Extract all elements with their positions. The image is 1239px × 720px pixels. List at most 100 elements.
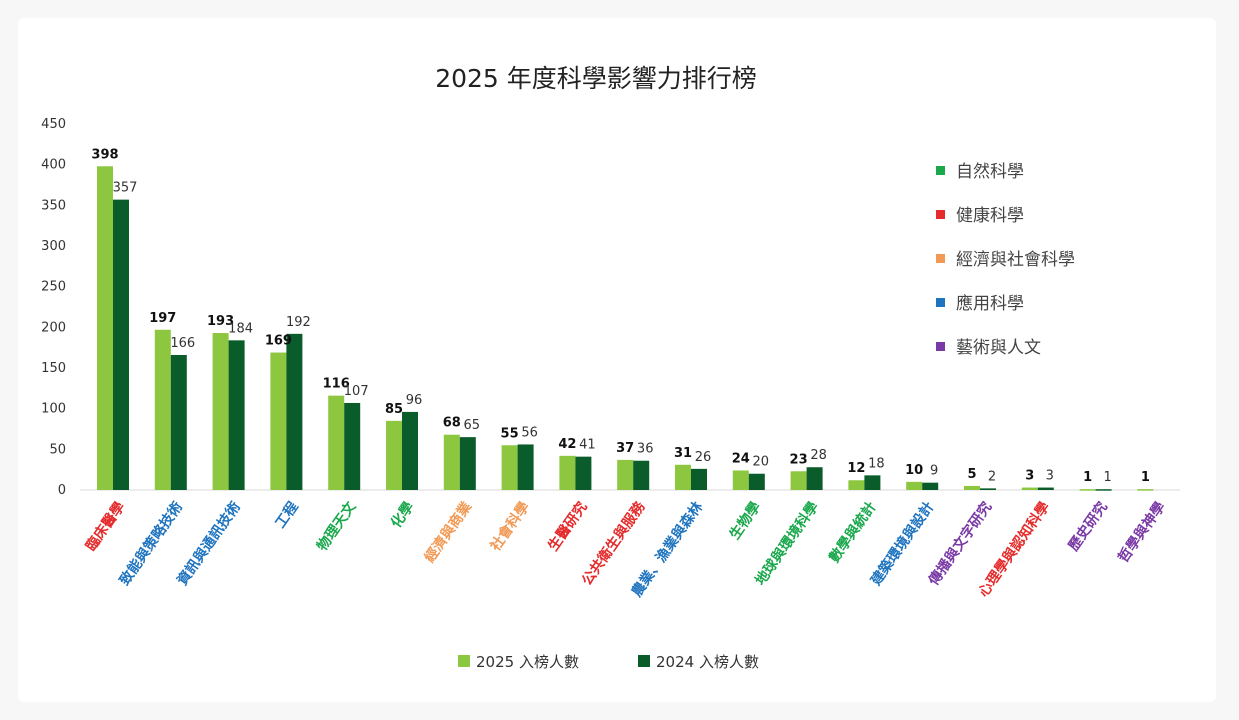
bar-2024-12: [806, 467, 823, 490]
category-label-11: 生物學: [726, 499, 764, 543]
data-label-2025-7: 55: [501, 426, 519, 441]
data-label-2025-14: 10: [905, 463, 923, 478]
y-tick-label-9: 450: [41, 117, 66, 132]
data-label-2025-12: 23: [790, 452, 808, 467]
bar-series: [97, 166, 1154, 491]
series-legend-label-1: 2024 入榜人數: [656, 653, 759, 671]
bar-2025-3: [270, 352, 287, 490]
category-label-8: 生醫研究: [545, 499, 591, 555]
bar-2025-12: [790, 471, 807, 490]
data-label-2024-7: 56: [521, 425, 538, 440]
data-label-2025-10: 31: [674, 446, 692, 461]
y-tick-label-1: 50: [49, 442, 66, 457]
field-legend-swatch-0: [936, 166, 945, 175]
bar-2024-1: [170, 354, 187, 490]
y-tick-label-0: 0: [58, 483, 66, 498]
y-tick-label-8: 400: [41, 158, 66, 173]
bar-2025-10: [675, 464, 691, 490]
bar-2024-13: [864, 475, 881, 490]
bar-2024-2: [228, 340, 245, 490]
bar-2024-3: [286, 333, 303, 490]
y-tick-label-5: 250: [41, 280, 66, 295]
field-legend-swatch-4: [936, 342, 945, 351]
data-label-2024-1: 166: [170, 336, 195, 351]
category-label-0: 臨床醫學: [82, 499, 128, 555]
category-label-17: 歷史研究: [1065, 499, 1111, 555]
bar-2025-5: [386, 420, 402, 490]
bar-2025-11: [732, 470, 749, 490]
bar-2024-5: [402, 411, 418, 490]
bar-2025-8: [559, 455, 576, 490]
y-tick-label-6: 300: [41, 239, 66, 254]
bar-2024-7: [517, 444, 534, 490]
data-label-2024-6: 65: [464, 418, 481, 433]
data-label-2025-16: 3: [1025, 469, 1034, 484]
category-label-4: 物理天文: [313, 498, 360, 554]
category-label-18: 哲學與神學: [1115, 499, 1169, 566]
y-tick-label-4: 200: [41, 320, 66, 335]
category-label-12: 地球與環境科學: [752, 499, 822, 589]
category-label-15: 傳播與文字研究: [925, 499, 996, 590]
data-label-2024-16: 3: [1046, 469, 1054, 484]
data-label-2025-8: 42: [558, 437, 576, 452]
category-label-2: 資訊與通訊技術: [174, 499, 244, 589]
field-legend-label-0: 自然科學: [956, 162, 1024, 182]
bar-2024-14: [922, 482, 939, 490]
category-label-6: 經濟與商業: [421, 498, 476, 566]
chart-title: 2025 年度科學影響力排行榜: [435, 64, 757, 93]
data-label-2024-10: 26: [695, 450, 712, 465]
bar-2024-10: [691, 468, 707, 490]
bar-2025-7: [501, 445, 518, 490]
data-label-2025-15: 5: [967, 467, 976, 482]
category-label-3: 工程: [273, 499, 302, 531]
data-label-2024-8: 41: [579, 438, 596, 453]
bar-2024-6: [459, 437, 476, 490]
series-legend-swatch-0: [458, 655, 470, 667]
bar-2024-8: [575, 456, 592, 490]
bar-2025-13: [848, 480, 865, 490]
data-label-2024-4: 107: [344, 384, 369, 399]
bar-2025-2: [212, 333, 229, 490]
data-label-2024-17: 1: [1103, 470, 1111, 485]
data-label-2025-13: 12: [847, 461, 865, 476]
bar-2025-1: [154, 329, 171, 490]
data-label-2025-9: 37: [616, 441, 634, 456]
data-label-2024-13: 18: [868, 456, 885, 471]
field-legend-swatch-3: [936, 298, 945, 307]
data-label-2024-15: 2: [988, 469, 996, 484]
bar-2025-6: [443, 434, 460, 490]
data-label-2025-0: 398: [91, 147, 118, 162]
data-label-2025-11: 24: [732, 451, 750, 466]
field-legend-label-2: 經濟與社會科學: [956, 250, 1075, 270]
data-label-2024-9: 36: [637, 442, 654, 457]
bar-2025-17: [1079, 489, 1096, 491]
data-label-2025-17: 1: [1083, 470, 1092, 485]
bar-2024-16: [1037, 487, 1054, 490]
data-label-2025-2: 193: [207, 314, 234, 329]
field-legend-label-3: 應用科學: [956, 293, 1024, 314]
bar-2025-18: [1137, 489, 1154, 491]
data-label-2024-2: 184: [228, 321, 253, 336]
category-label-9: 公共衛生與服務: [578, 498, 649, 589]
field-legend-swatch-2: [936, 254, 945, 263]
bar-2025-14: [906, 481, 923, 490]
y-tick-label-3: 150: [41, 361, 66, 376]
data-label-2024-12: 28: [810, 448, 827, 463]
series-legend: 2025 入榜人數 2024 入榜人數: [458, 653, 759, 671]
data-label-2024-14: 9: [930, 464, 938, 479]
bar-2024-11: [748, 473, 765, 490]
bar-2025-9: [617, 459, 634, 490]
y-tick-label-7: 350: [41, 198, 66, 213]
category-label-1: 致能與策略技術: [116, 499, 186, 589]
y-tick-label-2: 100: [41, 402, 66, 417]
data-label-2025-1: 197: [149, 311, 176, 326]
bar-2025-4: [328, 395, 345, 490]
series-legend-label-0: 2025 入榜人數: [476, 653, 579, 671]
data-label-2024-3: 192: [286, 315, 311, 330]
bar-2024-15: [980, 488, 996, 490]
